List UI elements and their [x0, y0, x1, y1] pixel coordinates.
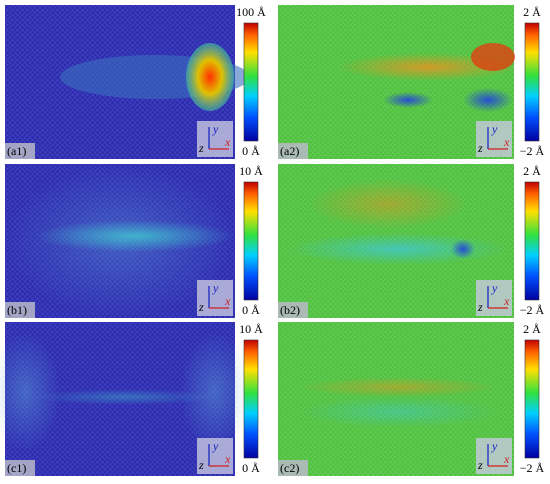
colorbar-min: 0 Å — [242, 461, 260, 475]
axis-label-y: y — [491, 122, 498, 136]
haze — [180, 332, 250, 452]
band — [451, 239, 475, 259]
colorbar-max: 10 Å — [239, 164, 263, 178]
band — [471, 43, 515, 71]
axis-label-x: x — [503, 452, 510, 466]
panel-label: (b2) — [280, 303, 300, 317]
colorbar-max: 10 Å — [239, 322, 263, 336]
axis-label-y: y — [491, 281, 498, 295]
colorbar-max: 2 Å — [523, 164, 541, 178]
axis-label-z: z — [477, 141, 483, 155]
colorbar: 10 Å 0 Å — [239, 322, 263, 475]
axis-label-x: x — [224, 135, 231, 149]
band — [298, 377, 498, 397]
band — [298, 396, 498, 428]
axis-label-x: x — [503, 135, 510, 149]
triad-box — [197, 121, 233, 157]
colorbar-max: 2 Å — [523, 5, 541, 19]
axis-label-x: x — [224, 452, 231, 466]
band — [35, 389, 215, 405]
band — [288, 233, 508, 265]
lattice — [278, 5, 514, 159]
triad-box — [476, 280, 512, 316]
colorbar-min: −2 Å — [520, 303, 545, 317]
axis-label-y: y — [212, 439, 219, 453]
axis-label-z: z — [198, 458, 204, 472]
triad-box — [197, 280, 233, 316]
axis-label-y: y — [212, 122, 219, 136]
colorbar: 10 Å 0 Å — [239, 164, 263, 317]
panel: (c1) yz x — [0, 322, 250, 476]
axis-label-x: x — [503, 294, 510, 308]
cavity-core — [186, 43, 234, 111]
colorbar-gradient — [524, 181, 540, 301]
colorbar-min: 0 Å — [242, 303, 260, 317]
label-box — [5, 302, 35, 318]
panel-label: (c2) — [280, 461, 299, 475]
label-box — [5, 143, 35, 159]
colorbar: 2 Å −2 Å — [520, 322, 545, 475]
band — [308, 179, 468, 229]
colorbar-gradient — [243, 181, 259, 301]
panel: (c2) yz x — [278, 322, 514, 476]
colorbar: 100 Å 0 Å — [236, 5, 266, 158]
axis-label-z: z — [477, 458, 483, 472]
panel-label: (b1) — [7, 303, 27, 317]
axis-label-z: z — [477, 300, 483, 314]
colorbar: 2 Å −2 Å — [520, 164, 545, 317]
colorbar: 2 Å −2 Å — [520, 5, 545, 158]
axis-label-y: y — [212, 281, 219, 295]
colorbar-gradient — [524, 22, 540, 142]
label-box — [5, 460, 35, 476]
panel: (a1) yz x — [5, 5, 250, 159]
panel-label: (a2) — [280, 144, 299, 158]
colorbar-max: 100 Å — [236, 5, 266, 19]
band — [383, 92, 433, 108]
colorbar-min: −2 Å — [520, 144, 545, 158]
colorbar-gradient — [524, 339, 540, 459]
panel: (b2) yz x — [278, 164, 514, 318]
panel-label: (a1) — [7, 144, 26, 158]
axis-label-z: z — [198, 141, 204, 155]
haze — [0, 332, 60, 452]
axis-label-x: x — [224, 294, 231, 308]
panel: (a2) yz x — [278, 5, 518, 159]
axis-label-y: y — [491, 439, 498, 453]
panel-label: (c1) — [7, 461, 26, 475]
band — [463, 88, 513, 112]
colorbar-gradient — [243, 339, 259, 459]
triad-box — [476, 438, 512, 474]
colorbar-min: 0 Å — [242, 144, 260, 158]
label-box — [278, 460, 308, 476]
label-box — [278, 302, 308, 318]
colorbar-min: −2 Å — [520, 461, 545, 475]
band — [35, 220, 235, 252]
colorbar-gradient — [243, 22, 259, 142]
colorbar-max: 2 Å — [523, 322, 541, 336]
triad-box — [476, 121, 512, 157]
label-box — [278, 143, 308, 159]
triad-box — [197, 438, 233, 474]
axis-label-z: z — [198, 300, 204, 314]
panel: (b1) yz x — [5, 164, 235, 318]
